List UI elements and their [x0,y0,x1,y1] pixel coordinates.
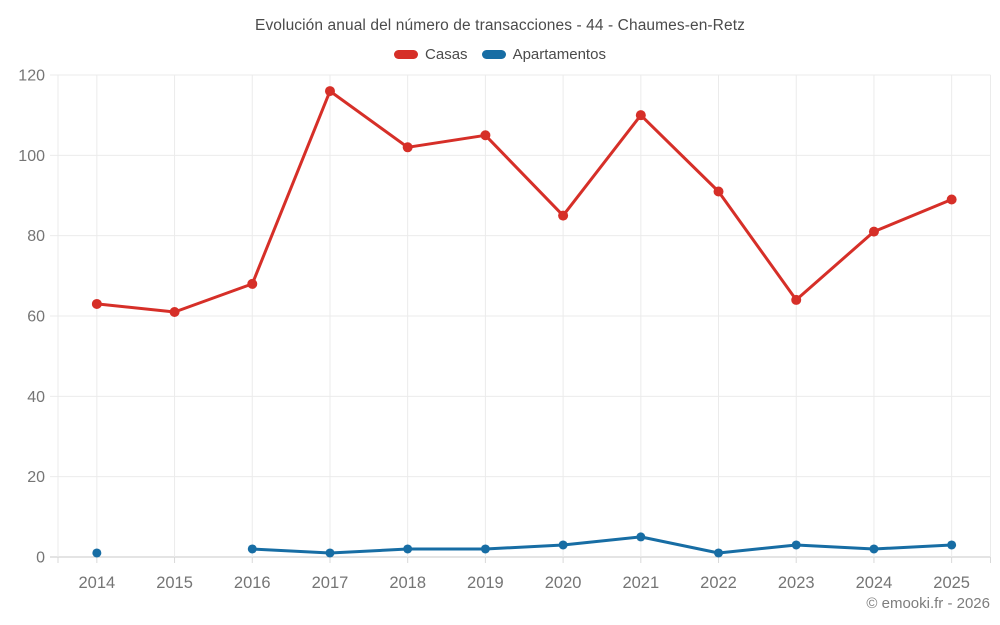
point-apartamentos-2017[interactable] [325,548,335,558]
point-apartamentos-2019[interactable] [480,544,490,554]
point-apartamentos-2014[interactable] [92,548,102,558]
point-casas-2023[interactable] [791,294,802,305]
y-tick-label: 120 [18,68,45,85]
point-apartamentos-2020[interactable] [558,540,568,550]
x-tick-label: 2019 [467,574,504,592]
point-casas-2025[interactable] [946,194,957,205]
x-tick-label: 2022 [700,574,737,592]
point-apartamentos-2018[interactable] [403,544,413,554]
chart-title: Evolución anual del número de transaccio… [255,17,745,34]
legend-swatch-apartamentos [481,50,506,59]
x-tick-label: 2021 [622,574,659,592]
point-casas-2020[interactable] [558,210,569,221]
x-tick-label: 2015 [156,574,193,592]
point-apartamentos-2021[interactable] [636,532,646,542]
y-tick-label: 40 [27,389,45,406]
x-tick-label: 2017 [312,574,349,592]
x-tick-label: 2025 [933,574,970,592]
y-tick-label: 100 [18,148,45,165]
legend: Casas Apartamentos [0,46,1000,63]
x-tick-label: 2016 [234,574,271,592]
legend-item-casas[interactable]: Casas [394,46,468,63]
point-apartamentos-2023[interactable] [791,540,801,550]
legend-item-apartamentos[interactable]: Apartamentos [481,46,606,63]
point-casas-2021[interactable] [635,110,646,121]
legend-label-casas: Casas [425,46,468,63]
point-casas-2018[interactable] [402,142,413,153]
copyright: © emooki.fr - 2026 [866,595,990,612]
x-tick-label: 2020 [545,574,582,592]
point-apartamentos-2025[interactable] [947,540,957,550]
point-casas-2015[interactable] [169,306,180,317]
x-tick-label: 2023 [778,574,815,592]
y-tick-label: 0 [36,550,45,567]
point-casas-2024[interactable] [868,226,879,237]
x-tick-label: 2024 [856,574,893,592]
point-apartamentos-2016[interactable] [247,544,257,554]
point-casas-2014[interactable] [91,298,102,309]
point-casas-2016[interactable] [247,278,258,289]
legend-label-apartamentos: Apartamentos [512,46,606,63]
y-tick-label: 80 [27,228,45,245]
legend-swatch-casas [394,50,419,59]
point-casas-2017[interactable] [324,86,335,97]
point-casas-2019[interactable] [480,130,491,141]
x-tick-label: 2014 [78,574,115,592]
x-tick-label: 2018 [389,574,426,592]
series-line-casas [95,89,954,314]
y-tick-label: 60 [27,309,45,326]
series-line-apartamentos [250,535,954,555]
y-tick-label: 20 [27,469,45,486]
point-apartamentos-2024[interactable] [869,544,879,554]
point-casas-2022[interactable] [713,186,724,197]
point-apartamentos-2022[interactable] [714,548,724,558]
